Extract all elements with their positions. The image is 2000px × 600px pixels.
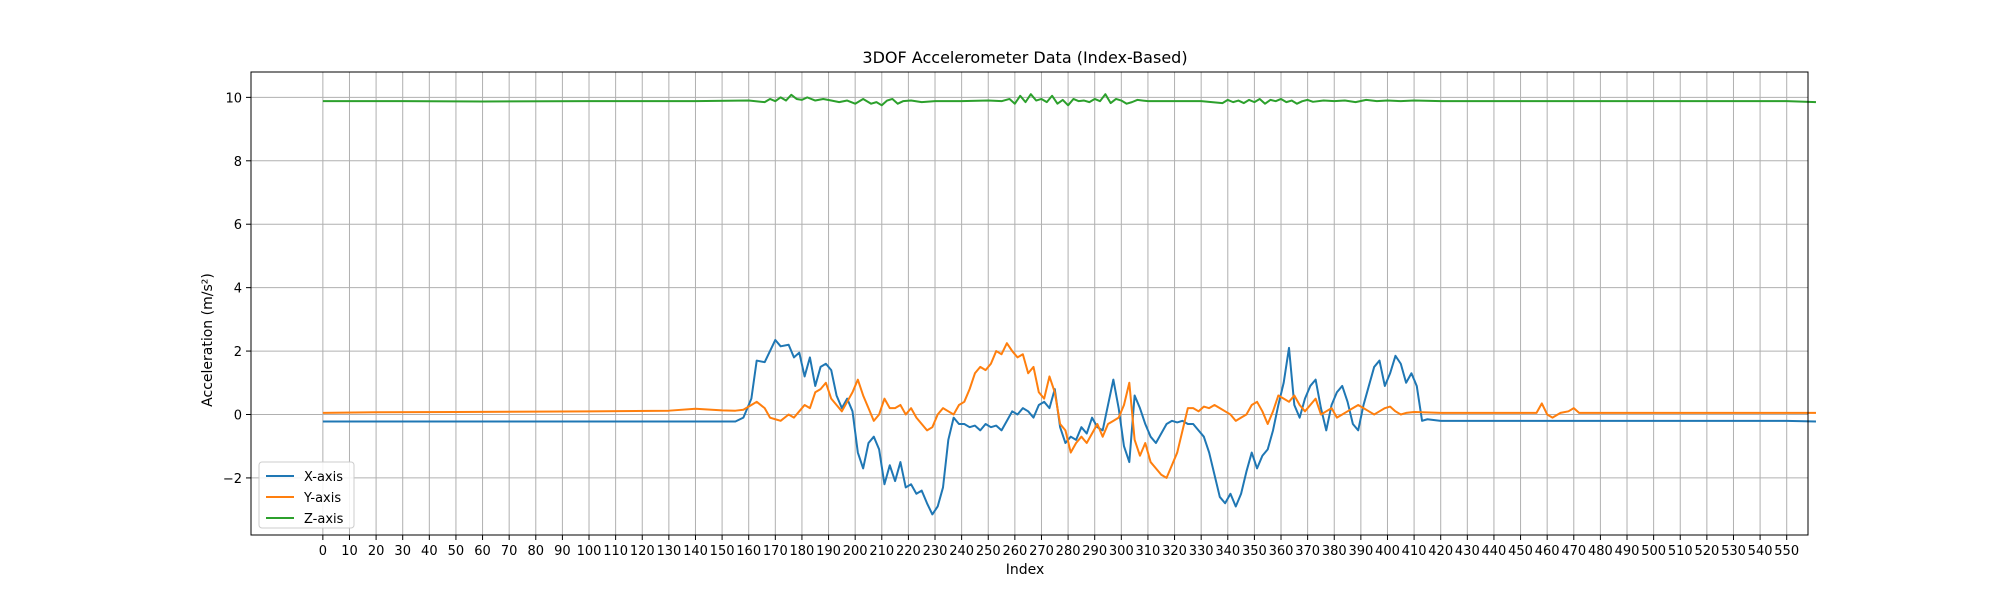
x-tick-label: 70 [501,544,518,559]
x-tick-label: 320 [1162,544,1187,559]
x-tick-label: 220 [896,544,921,559]
x-tick-label: 310 [1136,544,1161,559]
x-tick-label: 500 [1641,544,1666,559]
x-tick-label: 210 [869,544,894,559]
x-tick-label: 260 [1002,544,1027,559]
x-axis-ticks: 0 10 20 30 40 50 60 70 80 90 100 110 120 130 140 150 160… [319,535,1799,559]
x-tick-label: 430 [1455,544,1480,559]
x-tick-label: 180 [790,544,815,559]
x-tick-label: 30 [394,544,411,559]
x-tick-label: 250 [976,544,1001,559]
x-tick-label: 80 [528,544,545,559]
x-tick-label: 390 [1348,544,1373,559]
grid-lines [251,72,1808,535]
y-axis-label: Acceleration (m/s²) [200,273,216,407]
x-tick-label: 110 [603,544,628,559]
x-tick-label: 130 [656,544,681,559]
x-tick-label: 100 [577,544,602,559]
x-tick-label: 540 [1748,544,1773,559]
x-tick-label: 280 [1056,544,1081,559]
x-tick-label: 440 [1482,544,1507,559]
x-tick-label: 520 [1694,544,1719,559]
x-tick-label: 480 [1588,544,1613,559]
x-tick-label: 230 [923,544,948,559]
series-line-y-axis [322,342,1816,479]
x-tick-label: 340 [1215,544,1240,559]
y-tick-label: 6 [234,218,242,233]
y-axis-ticks: −2 0 2 4 6 8 10 [223,91,251,487]
x-tick-label: 410 [1402,544,1427,559]
x-tick-label: 290 [1082,544,1107,559]
x-tick-label: 150 [710,544,735,559]
y-tick-label: 2 [234,345,242,360]
legend-label: Z-axis [304,512,344,527]
x-tick-label: 370 [1295,544,1320,559]
legend-label: X-axis [304,470,343,485]
y-tick-label: 0 [234,408,242,423]
x-tick-label: 460 [1535,544,1560,559]
y-tick-label: −2 [223,472,242,487]
x-tick-label: 350 [1242,544,1267,559]
x-tick-label: 330 [1189,544,1214,559]
x-tick-label: 420 [1428,544,1453,559]
x-tick-label: 60 [474,544,491,559]
x-tick-label: 270 [1029,544,1054,559]
series-lines [322,93,1817,516]
x-tick-label: 530 [1721,544,1746,559]
y-tick-label: 10 [225,91,242,106]
x-tick-label: 450 [1508,544,1533,559]
series-line-z-axis [322,93,1817,107]
x-tick-label: 0 [319,544,327,559]
series-line-x-axis [322,338,1817,516]
x-tick-label: 170 [763,544,788,559]
chart-title: 3DOF Accelerometer Data (Index-Based) [862,48,1187,67]
x-tick-label: 550 [1774,544,1799,559]
x-tick-label: 360 [1269,544,1294,559]
x-tick-label: 160 [736,544,761,559]
x-tick-label: 10 [341,544,358,559]
plot-frame [250,71,1809,536]
x-tick-label: 200 [843,544,868,559]
x-tick-label: 90 [554,544,571,559]
x-tick-label: 40 [421,544,438,559]
y-tick-label: 8 [234,155,242,170]
x-tick-label: 190 [816,544,841,559]
legend-box [258,461,355,529]
x-tick-label: 490 [1615,544,1640,559]
x-tick-label: 20 [368,544,385,559]
x-tick-label: 120 [630,544,655,559]
legend: X-axis Y-axis Z-axis [258,461,355,529]
x-tick-label: 380 [1322,544,1347,559]
y-tick-label: 4 [234,282,242,297]
x-tick-label: 300 [1109,544,1134,559]
axes [250,71,1809,536]
legend-label: Y-axis [303,491,341,506]
x-tick-label: 140 [683,544,708,559]
x-tick-label: 470 [1561,544,1586,559]
x-axis-label: Index [1006,562,1045,578]
x-tick-label: 50 [448,544,465,559]
x-tick-label: 400 [1375,544,1400,559]
x-tick-label: 510 [1668,544,1693,559]
x-tick-label: 240 [949,544,974,559]
